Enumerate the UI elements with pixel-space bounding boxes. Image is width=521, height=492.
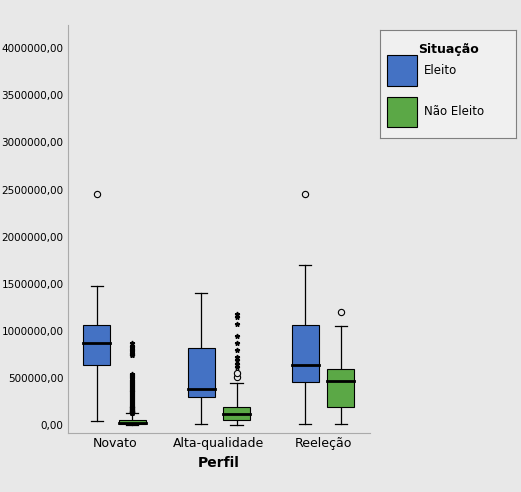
- Text: Eleito: Eleito: [424, 64, 457, 77]
- Bar: [292, 325, 319, 382]
- Text: Situação: Situação: [418, 42, 478, 56]
- Bar: [188, 348, 215, 397]
- Text: Não Eleito: Não Eleito: [424, 105, 484, 118]
- Bar: [387, 56, 417, 86]
- Bar: [83, 325, 110, 365]
- Bar: [119, 420, 146, 425]
- Bar: [223, 407, 250, 420]
- Bar: [327, 369, 354, 406]
- Bar: [387, 96, 417, 127]
- X-axis label: Perfil: Perfil: [198, 456, 240, 470]
